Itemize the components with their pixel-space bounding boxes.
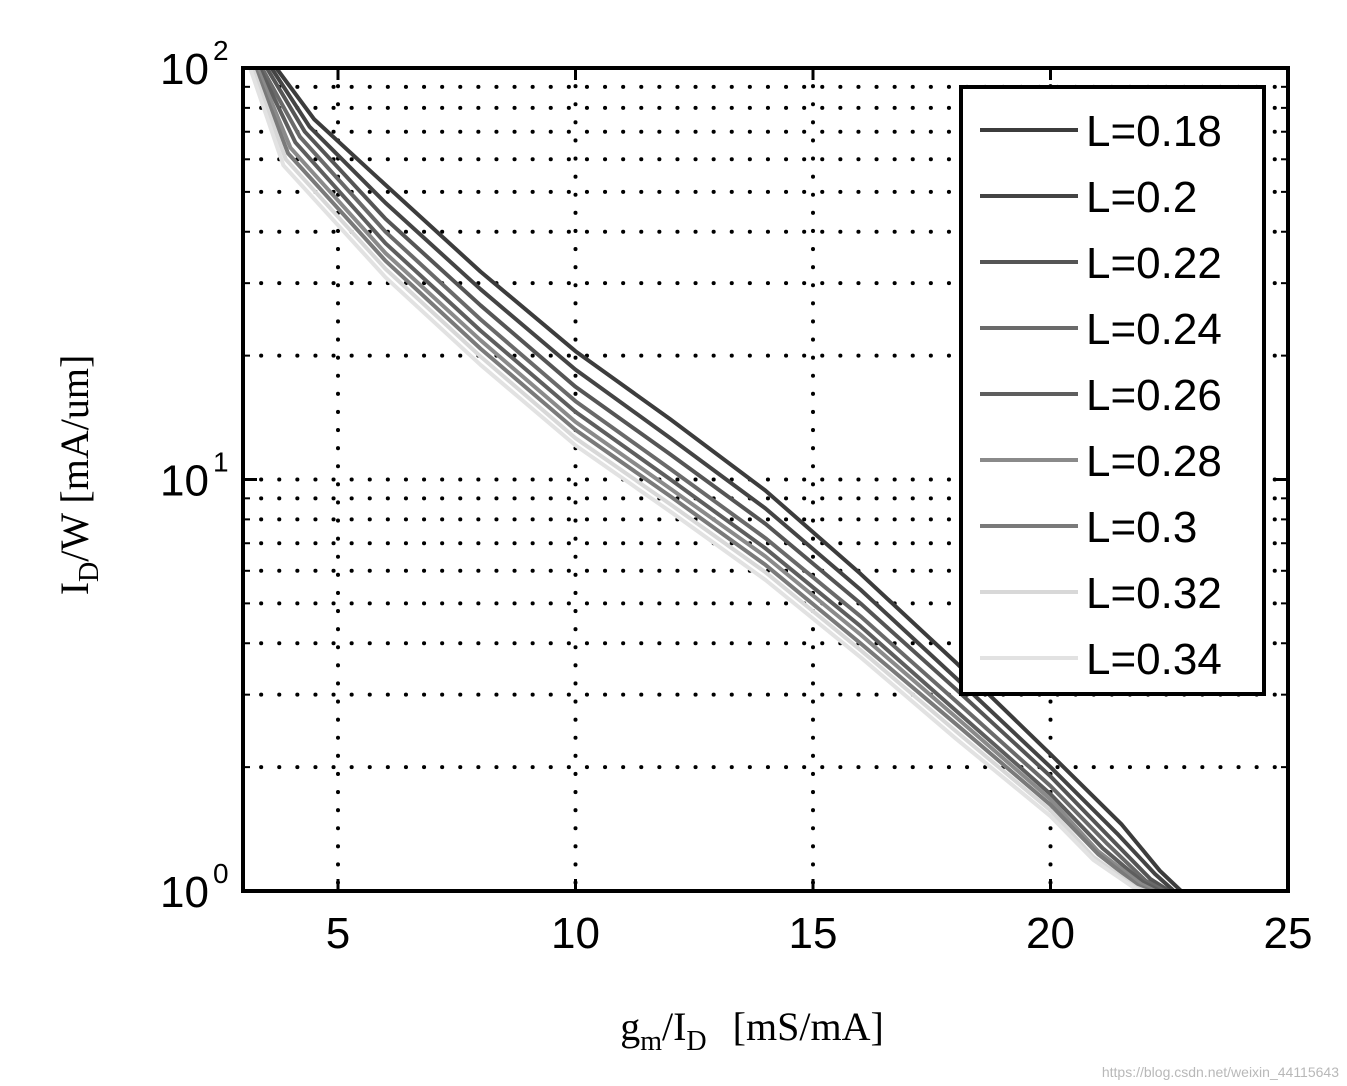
x-tick-label: 25 <box>1264 909 1313 958</box>
series-line-L=0.18 <box>274 68 1184 891</box>
x-tick-label: 15 <box>789 909 838 958</box>
x-axis-title-units: [mS/mA] <box>733 1004 884 1049</box>
x-axis-title-sub-m: m <box>640 1026 662 1057</box>
x-tick-label: 20 <box>1026 909 1075 958</box>
y-tick-label: 10 <box>160 868 209 917</box>
x-axis-title: gm/ID [mS/mA] <box>620 1004 884 1057</box>
series-group <box>248 68 1184 891</box>
x-tick-label: 10 <box>551 909 600 958</box>
axis-ticks <box>243 66 1290 893</box>
series-line-L=0.2 <box>269 68 1176 891</box>
y-tick-exponent: 1 <box>213 447 229 478</box>
y-tick-label: 10 <box>160 45 209 94</box>
legend-label: L=0.3 <box>1086 503 1197 552</box>
y-axis-title-sub-d: D <box>74 562 105 582</box>
legend: L=0.18 L=0.2 L=0.22 L=0.24 L=0.26 L=0.28 L=0.3… <box>959 85 1266 696</box>
legend-label: L=0.26 <box>1086 371 1222 420</box>
y-tick-label: 10 <box>160 457 209 506</box>
y-tick-exponent: 0 <box>213 858 229 889</box>
legend-label: L=0.18 <box>1086 107 1222 156</box>
legend-label: L=0.28 <box>1086 437 1222 486</box>
series-line-L=0.34 <box>248 68 1143 891</box>
y-axis-title-i: I <box>52 582 97 595</box>
series-line-L=0.28 <box>255 68 1157 891</box>
y-tick-exponent: 2 <box>213 35 229 66</box>
x-axis-title-g: g <box>620 1004 640 1049</box>
legend-label: L=0.22 <box>1086 239 1222 288</box>
legend-label: L=0.34 <box>1086 635 1222 684</box>
y-axis-title: ID/W [mA/um] <box>52 355 105 596</box>
legend-label: L=0.24 <box>1086 305 1222 354</box>
legend-label: L=0.32 <box>1086 569 1222 618</box>
series-line-L=0.24 <box>260 68 1167 891</box>
x-tick-labels: 5 10 15 20 25 <box>326 909 1313 958</box>
x-tick-label: 5 <box>326 909 350 958</box>
x-axis-title-mid: /I <box>662 1004 686 1049</box>
watermark: https://blog.csdn.net/weixin_44115643 <box>1101 1064 1339 1080</box>
series-line-L=0.26 <box>257 68 1162 891</box>
series-line-L=0.3 <box>252 68 1153 891</box>
y-axis-title-rest: /W [mA/um] <box>52 355 97 562</box>
x-axis-title-sub-d: D <box>686 1026 706 1057</box>
legend-label: L=0.2 <box>1086 173 1197 222</box>
series-line-L=0.32 <box>250 68 1148 891</box>
series-line-L=0.22 <box>264 68 1172 891</box>
